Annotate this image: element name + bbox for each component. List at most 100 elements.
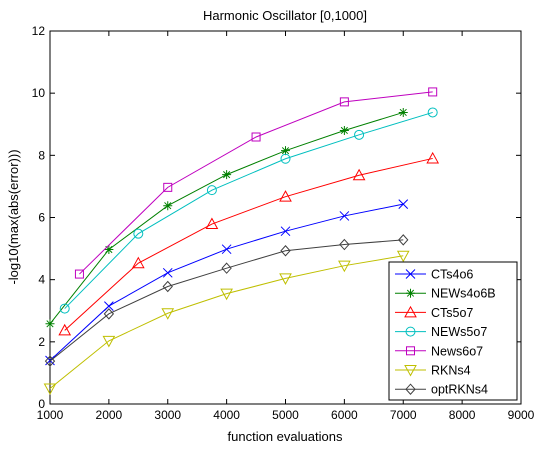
data-point [162, 267, 173, 278]
legend-label: News6o7 [431, 344, 483, 358]
series-news6o7 [74, 87, 438, 279]
legend-label: optRKNs4 [431, 383, 488, 397]
y-axis-title: -log10(max(abs(error))) [6, 149, 21, 284]
legend-marker [404, 365, 417, 377]
series-line [49, 255, 404, 389]
legend-label: CTs4o6 [431, 268, 473, 282]
series-cts4o6 [45, 199, 409, 366]
data-point [398, 199, 409, 209]
data-point [280, 153, 291, 164]
data-point [220, 288, 233, 301]
x-axis-title: function evaluations [228, 429, 343, 444]
series-line [64, 111, 433, 309]
x-tick-label: 6000 [331, 408, 358, 422]
data-point [339, 238, 350, 251]
legend-item: NEWs5o7 [395, 325, 487, 339]
data-point [338, 260, 351, 273]
y-tick-label: 8 [38, 148, 45, 162]
legend-label: RKNs4 [431, 364, 471, 378]
data-point [45, 319, 55, 329]
series-news4o6b [45, 107, 408, 329]
legend-marker [405, 326, 416, 337]
data-point [43, 383, 57, 395]
data-point [398, 234, 409, 246]
data-point [161, 308, 175, 320]
x-tick-label: 7000 [390, 408, 417, 422]
legend-item: optRKNs4 [395, 383, 488, 397]
legend-box [388, 261, 518, 401]
data-point [74, 269, 84, 279]
data-point [206, 185, 217, 196]
data-point [251, 132, 261, 142]
data-point [428, 87, 438, 97]
series-line [79, 91, 433, 275]
legend-item: NEWs4o6B [395, 287, 496, 301]
x-tick-label: 3000 [154, 408, 181, 422]
legend-label: CTs5o7 [431, 306, 473, 320]
data-point [279, 190, 292, 202]
series-cts5o7 [58, 151, 440, 336]
data-point [280, 245, 291, 257]
series-rkns4 [43, 250, 410, 395]
data-point [279, 273, 292, 285]
legend: CTs4o6 NEWs4o6B CTs5o7 NEWs5o7 News6o7 RKNs4 o… [388, 261, 518, 401]
legend-label: NEWs5o7 [431, 325, 487, 339]
axis-ticks: 1000 2000 3000 4000 5000 6000 7000 8000 9000 0 2 4 6… [32, 24, 535, 422]
data-point [398, 107, 408, 117]
x-tick-label: 5000 [272, 408, 299, 422]
legend-marker [406, 288, 415, 298]
data-point [103, 308, 115, 320]
chart-title: Harmonic Oscillator [0,1000] [203, 8, 367, 23]
data-point [162, 280, 173, 293]
data-point [396, 250, 410, 263]
legend-item: CTs4o6 [395, 268, 473, 282]
legend-marker [404, 305, 417, 318]
legend-marker [405, 269, 416, 279]
data-point [102, 335, 116, 348]
data-point [426, 151, 440, 164]
y-tick-label: 10 [32, 86, 46, 100]
legend-item: News6o7 [395, 344, 483, 358]
legend-item: CTs5o7 [395, 305, 473, 320]
data-point [104, 301, 114, 311]
data-point [222, 170, 232, 180]
data-point [131, 256, 145, 269]
data-point [58, 323, 72, 336]
x-tick-label: 4000 [213, 408, 240, 422]
series-optrkns4 [44, 234, 409, 367]
data-point [354, 129, 365, 140]
data-point [104, 245, 114, 255]
data-point [133, 228, 144, 239]
x-tick-label: 1000 [37, 408, 64, 422]
data-point [163, 201, 173, 211]
data-point [221, 262, 232, 274]
x-tick-label: 8000 [449, 408, 476, 422]
data-point [339, 125, 349, 135]
data-point [339, 211, 350, 221]
y-tick-label: 6 [38, 211, 45, 225]
data-point [205, 217, 219, 230]
series-news5o7 [59, 107, 438, 314]
legend-label: NEWs4o6B [431, 287, 496, 301]
x-tick-label: 2000 [96, 408, 123, 422]
data-point [59, 303, 70, 314]
data-point [44, 355, 56, 367]
data-point [163, 182, 173, 192]
y-tick-label: 12 [32, 24, 46, 38]
legend-marker [405, 383, 416, 395]
series-line [64, 157, 433, 331]
legend-item: RKNs4 [395, 364, 471, 378]
y-tick-label: 0 [38, 397, 45, 411]
y-tick-label: 2 [38, 335, 45, 349]
data-point [280, 226, 291, 237]
data-point [352, 168, 366, 181]
series-layer [43, 87, 440, 395]
x-tick-label: 9000 [508, 408, 535, 422]
y-tick-label: 4 [38, 273, 45, 287]
legend-marker [406, 346, 415, 356]
data-point [427, 107, 438, 118]
data-point [281, 146, 290, 156]
data-point [221, 244, 232, 255]
data-point [339, 97, 349, 107]
